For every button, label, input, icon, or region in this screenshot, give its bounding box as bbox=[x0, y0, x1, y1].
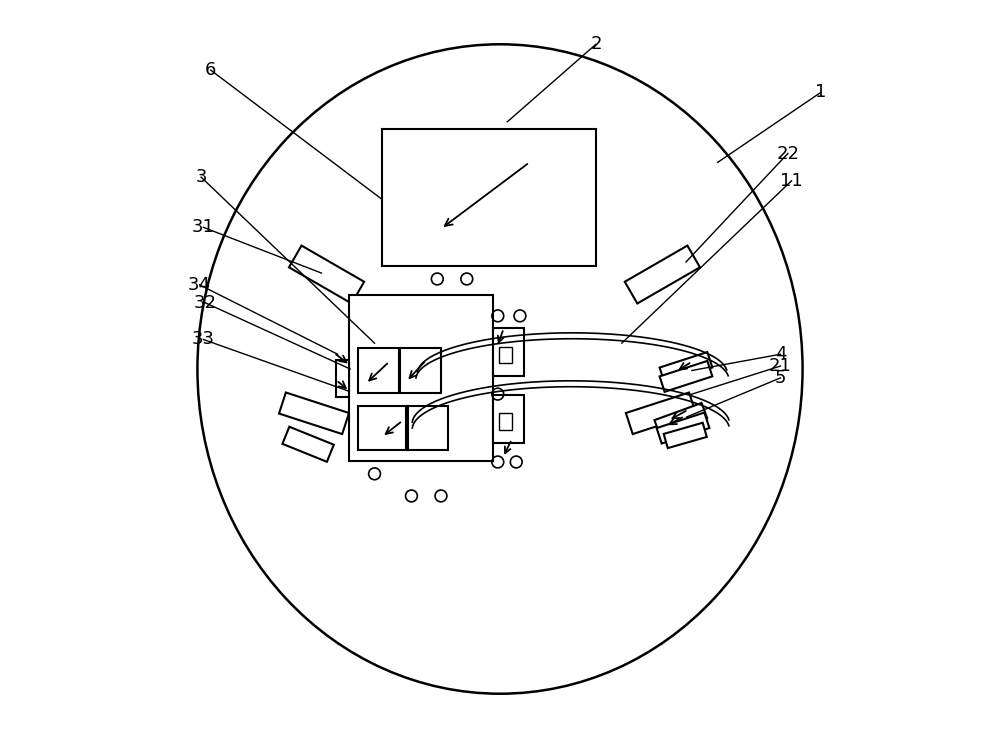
Ellipse shape bbox=[197, 44, 803, 694]
Polygon shape bbox=[625, 246, 700, 303]
Bar bbox=[493, 328, 524, 376]
Bar bbox=[400, 348, 441, 393]
Bar bbox=[358, 348, 399, 393]
Text: 3: 3 bbox=[195, 168, 207, 186]
Polygon shape bbox=[289, 246, 364, 303]
Bar bbox=[336, 360, 349, 397]
Polygon shape bbox=[657, 413, 709, 444]
Text: 11: 11 bbox=[780, 172, 803, 190]
Polygon shape bbox=[279, 393, 349, 434]
Text: 34: 34 bbox=[188, 276, 211, 294]
Text: 6: 6 bbox=[205, 61, 216, 79]
Polygon shape bbox=[660, 352, 712, 383]
Text: 33: 33 bbox=[192, 331, 215, 348]
Bar bbox=[499, 347, 512, 363]
Text: 4: 4 bbox=[775, 345, 786, 363]
Polygon shape bbox=[626, 393, 696, 434]
Bar bbox=[382, 129, 596, 266]
Polygon shape bbox=[660, 361, 712, 392]
Polygon shape bbox=[282, 427, 334, 462]
Text: 32: 32 bbox=[193, 294, 216, 311]
Bar bbox=[358, 406, 406, 450]
Text: 5: 5 bbox=[775, 369, 786, 387]
Polygon shape bbox=[654, 403, 707, 435]
Text: 1: 1 bbox=[815, 83, 827, 101]
Text: 2: 2 bbox=[590, 35, 602, 53]
Text: 21: 21 bbox=[769, 357, 792, 375]
Text: 31: 31 bbox=[192, 218, 215, 236]
Bar bbox=[408, 406, 448, 450]
Text: 22: 22 bbox=[776, 145, 799, 162]
Polygon shape bbox=[664, 423, 707, 448]
Bar bbox=[493, 395, 524, 443]
Bar bbox=[499, 413, 512, 430]
Bar bbox=[349, 295, 493, 461]
